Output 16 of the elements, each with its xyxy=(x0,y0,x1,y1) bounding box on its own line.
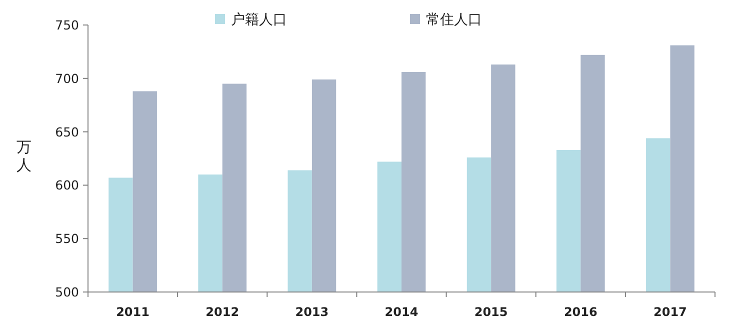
y-tick-label: 550 xyxy=(55,231,80,246)
legend-label: 户籍人口 xyxy=(231,12,287,28)
x-tick-label: 2014 xyxy=(384,305,418,319)
y-tick-label: 750 xyxy=(55,18,80,32)
legend-label: 常住人口 xyxy=(426,12,482,28)
x-tick-label: 2013 xyxy=(295,305,329,319)
y-tick-label: 650 xyxy=(55,124,80,140)
y-tick-label: 600 xyxy=(55,178,80,193)
x-tick-label: 2015 xyxy=(474,305,508,319)
y-tick-label: 500 xyxy=(55,284,80,300)
y-axis-title: 万人 xyxy=(16,138,32,174)
x-tick-label: 2017 xyxy=(654,305,687,319)
x-tick-label: 2011 xyxy=(116,305,150,319)
x-tick-label: 2012 xyxy=(206,305,240,319)
x-tick-label: 2016 xyxy=(564,305,598,319)
y-tick-label: 700 xyxy=(55,70,80,86)
